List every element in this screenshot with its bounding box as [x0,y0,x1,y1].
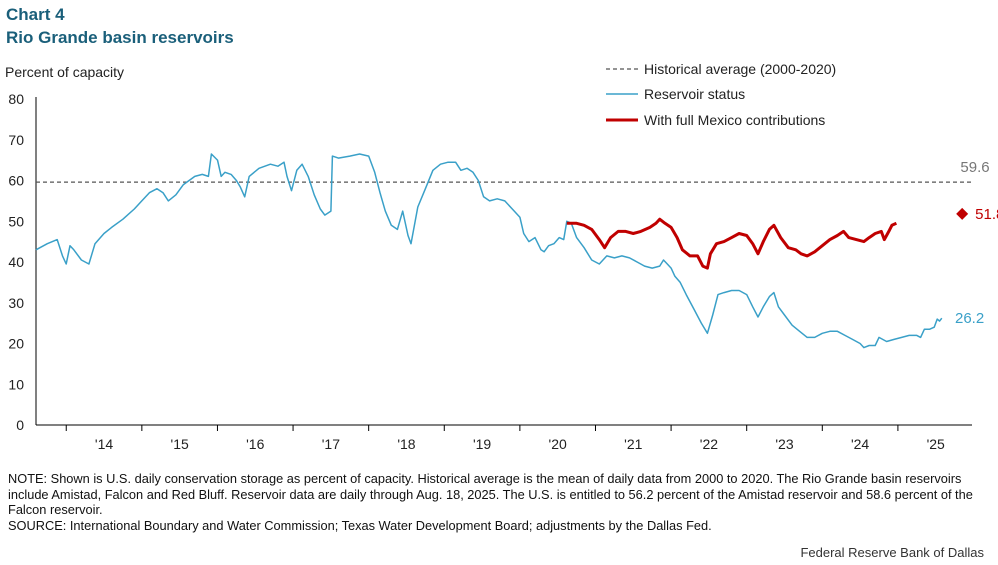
chart-canvas: Percent of capacity 0 10 20 30 40 50 60 70 80 '1… [5,61,998,452]
y-tick-label: 50 [8,213,24,229]
x-tick-label: '14 [95,436,113,452]
note-text: NOTE: Shown is U.S. daily conservation s… [8,471,973,518]
legend: Historical average (2000-2020) Reservoir… [606,61,836,128]
y-axis: 0 10 20 30 40 50 60 70 80 [8,91,37,433]
y-tick-label: 0 [16,417,24,433]
reservoir-status-end-label: 26.2 [955,310,984,327]
credit-text: Federal Reserve Bank of Dallas [800,545,984,560]
legend-historical-label: Historical average (2000-2020) [644,61,836,77]
y-tick-label: 80 [8,91,24,107]
x-tick-label: '22 [700,436,718,452]
y-tick-label: 10 [8,376,24,392]
y-tick-label: 70 [8,132,24,148]
y-tick-label: 20 [8,336,24,352]
x-tick-label: '23 [775,436,793,452]
x-tick-label: '16 [246,436,264,452]
x-tick-label: '21 [624,436,642,452]
y-tick-label: 60 [8,173,24,189]
x-tick-label: '18 [397,436,415,452]
x-tick-label: '25 [927,436,945,452]
x-axis: '14 '15 '16 '17 '18 '19 '20 '21 '22 '23 '24 '25 [36,424,972,452]
y-tick-label: 40 [8,254,24,270]
x-tick-label: '24 [851,436,869,452]
mexico-contributions-marker [956,207,969,220]
y-axis-label: Percent of capacity [5,64,124,80]
legend-mexico-label: With full Mexico contributions [644,112,825,128]
y-tick-label: 30 [8,295,24,311]
mexico-contributions-end-label: 51.8 [975,206,998,223]
chart-title: Rio Grande basin reservoirs [6,28,234,47]
reservoir-status-line [35,153,943,349]
x-tick-label: '17 [322,436,340,452]
source-text: SOURCE: International Boundary and Water… [8,517,712,533]
mexico-contributions-line [566,217,898,270]
chart-number: Chart 4 [6,5,65,24]
legend-reservoir-label: Reservoir status [644,86,745,102]
chart-notes: NOTE: Shown is U.S. daily conservation s… [8,471,988,533]
x-tick-label: '15 [171,436,189,452]
x-tick-label: '19 [473,436,491,452]
x-tick-label: '20 [549,436,567,452]
historical-average-label: 59.6 [960,159,989,176]
